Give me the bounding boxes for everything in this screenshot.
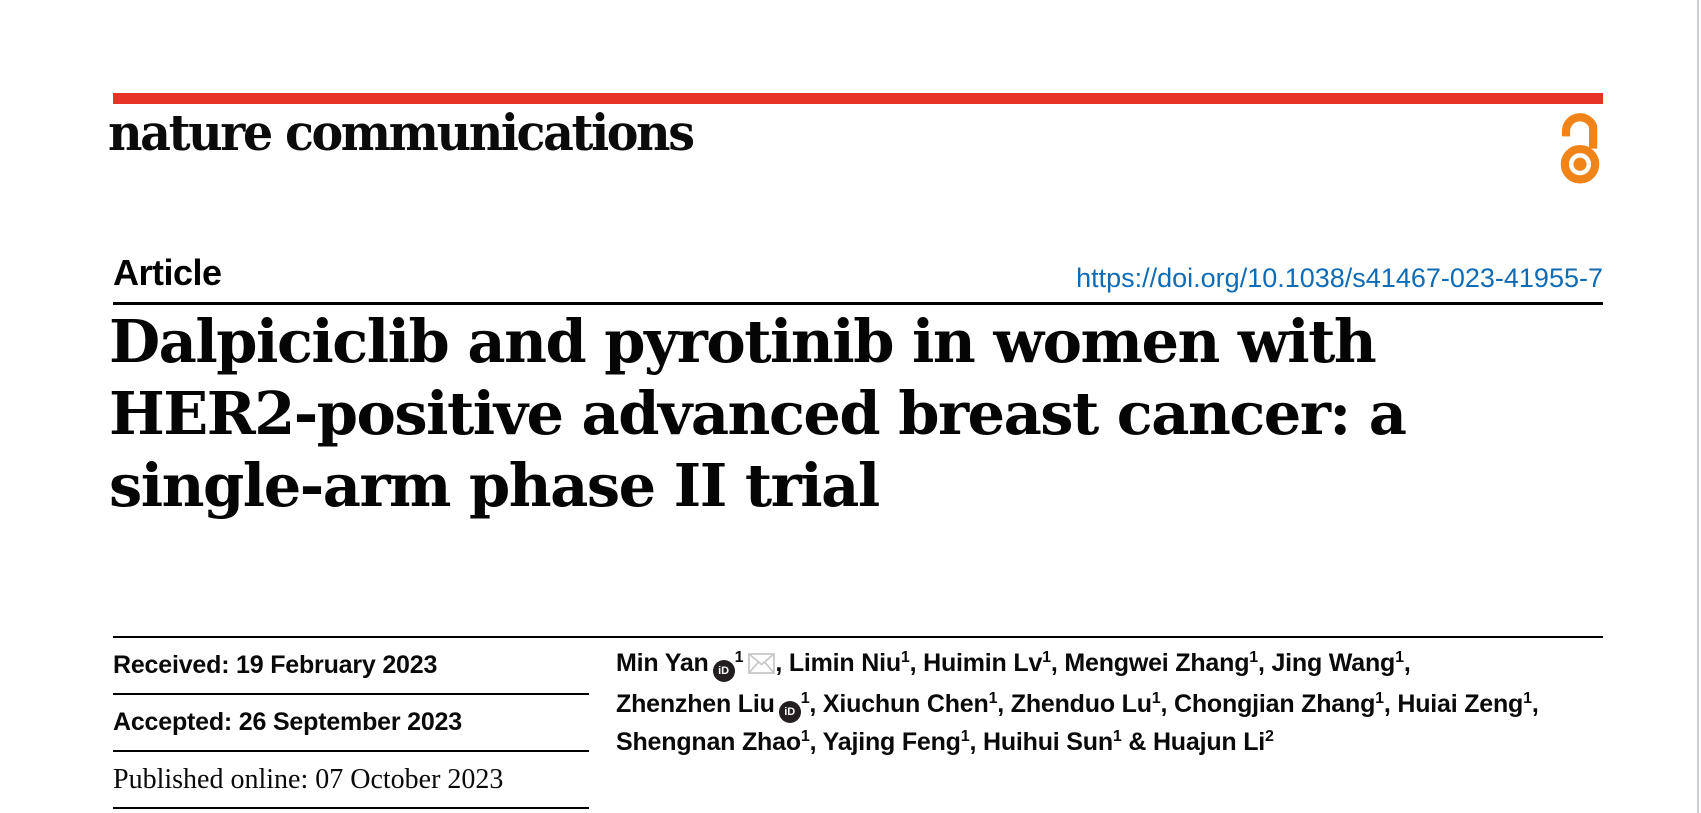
author-affiliation-superscript: 1: [1395, 649, 1404, 667]
article-header-row: Article https://doi.org/10.1038/s41467-0…: [113, 246, 1603, 294]
article-title: Dalpiciclib and pyrotinib in women with …: [109, 306, 1509, 522]
author-name: Huajun Li: [1152, 728, 1266, 756]
author-separator: ,: [969, 728, 983, 756]
author-separator: ,: [775, 649, 789, 677]
author-separator: ,: [1160, 690, 1174, 718]
author-name: Zhenzhen Liu: [616, 690, 775, 718]
author-name: Chongjian Zhang: [1174, 690, 1376, 718]
received-date: Received: 19 February 2023: [113, 638, 589, 695]
author-affiliation-superscript: 1: [1375, 690, 1384, 708]
author-name: Huiai Zeng: [1397, 690, 1524, 718]
author-affiliation-superscript: 1: [960, 728, 970, 746]
author-separator: ,: [1403, 649, 1411, 677]
author-affiliation-superscript: 1: [1249, 649, 1258, 667]
article-title-line: HER2-positive advanced breast cancer: a: [109, 379, 1407, 448]
author-name: Zhenduo Lu: [1010, 690, 1152, 718]
author-line: Zhenzhen Liu iD1, Xiuchun Chen1, Zhenduo …: [616, 685, 1616, 723]
author-affiliation-superscript: 1: [1151, 690, 1161, 708]
author-name: Shengnan Zhao: [616, 728, 801, 756]
author-affiliation-superscript: 1: [800, 728, 810, 746]
author-separator: ,: [809, 690, 823, 718]
author-affiliation-superscript: 1: [1112, 728, 1122, 746]
article-type-label: Article: [113, 252, 222, 293]
orcid-icon[interactable]: iD: [712, 660, 735, 682]
author-separator: ,: [809, 728, 823, 756]
author-name: Yajing Feng: [822, 728, 961, 756]
author-affiliation-superscript: 1: [734, 649, 744, 667]
published-online-date: Published online: 07 October 2023: [113, 752, 589, 809]
author-affiliation-superscript: 1: [1523, 690, 1532, 708]
email-icon[interactable]: [748, 647, 776, 685]
author-affiliation-superscript: 1: [800, 690, 810, 708]
page-right-border: [1697, 0, 1699, 813]
author-separator: ,: [1383, 690, 1398, 718]
author-affiliation-superscript: 1: [900, 649, 910, 667]
author-name: Xiuchun Chen: [822, 690, 989, 718]
open-access-icon: [1555, 106, 1605, 193]
masthead-red-bar: [113, 93, 1603, 104]
author-name: Huimin Lv: [923, 649, 1043, 677]
author-name: Min Yan: [616, 649, 709, 677]
author-separator: ,: [1531, 690, 1539, 718]
header-divider-rule: [113, 302, 1603, 305]
article-dates-column: Received: 19 February 2023 Accepted: 26 …: [113, 638, 589, 809]
orcid-icon[interactable]: iD: [778, 701, 801, 723]
article-title-line: single-arm phase II trial: [109, 451, 880, 520]
section-divider-rule: [113, 636, 1603, 638]
author-name: Mengwei Zhang: [1064, 649, 1250, 677]
author-separator: ,: [1257, 649, 1272, 677]
author-affiliation-superscript: 1: [988, 690, 998, 708]
author-affiliation-superscript: 2: [1265, 728, 1274, 746]
author-separator: ,: [909, 649, 924, 677]
author-line: Shengnan Zhao1, Yajing Feng1, Huihui Sun…: [616, 723, 1616, 761]
author-name: Jing Wang: [1271, 649, 1396, 677]
author-separator: &: [1121, 728, 1153, 756]
author-affiliation-superscript: 1: [1042, 649, 1051, 667]
accepted-date: Accepted: 26 September 2023: [113, 695, 589, 752]
author-name: Huihui Sun: [982, 728, 1113, 756]
author-name: Limin Niu: [788, 649, 901, 677]
author-separator: ,: [997, 690, 1011, 718]
author-lines: Min Yan iD1, Limin Niu1, Huimin Lv1, Meng…: [616, 644, 1616, 761]
doi-link[interactable]: https://doi.org/10.1038/s41467-023-41955…: [1076, 263, 1603, 293]
author-separator: ,: [1050, 649, 1065, 677]
journal-logo: nature communications: [108, 103, 695, 162]
author-line: Min Yan iD1, Limin Niu1, Huimin Lv1, Meng…: [616, 644, 1616, 685]
article-title-line: Dalpiciclib and pyrotinib in women with: [109, 307, 1377, 376]
